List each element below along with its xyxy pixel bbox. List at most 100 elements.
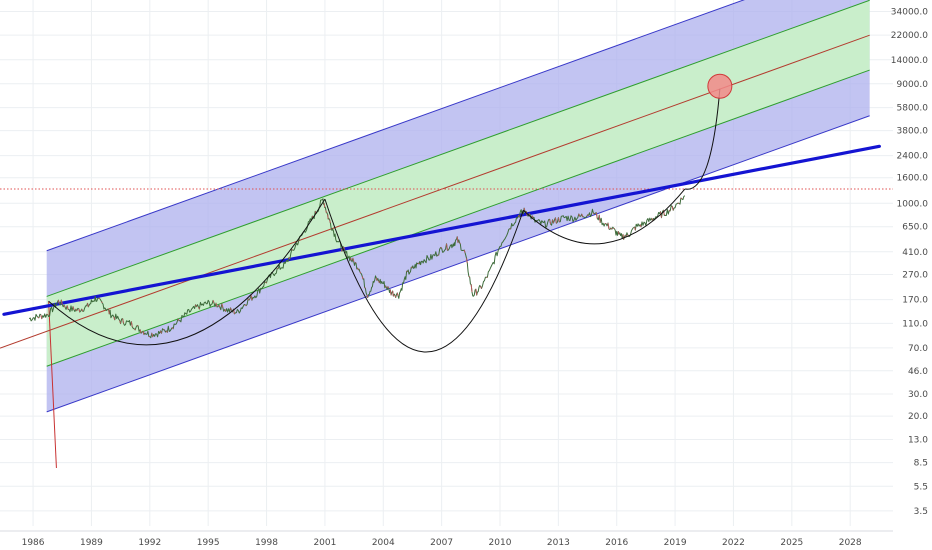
price-down-segment: [613, 227, 615, 230]
price-down-segment: [394, 295, 397, 298]
price-down-segment: [165, 330, 168, 333]
x-tick-label: 1995: [197, 538, 220, 548]
x-tick-label: 2028: [839, 538, 862, 548]
x-tick-label: 1992: [138, 538, 161, 548]
price-down-segment: [122, 318, 125, 324]
y-tick-label: 22000.0: [891, 31, 928, 41]
x-tick-label: 2025: [780, 538, 803, 548]
price-down-segment: [75, 308, 78, 311]
cup-arc: [684, 88, 721, 190]
price-down-segment: [669, 209, 671, 212]
price-down-segment: [323, 203, 326, 208]
price-series: [28, 195, 686, 339]
price-down-segment: [108, 309, 110, 315]
y-tick-label: 410.0: [902, 248, 928, 258]
price-down-segment: [634, 226, 636, 231]
x-tick-label: 2004: [372, 538, 395, 548]
price-line: [28, 195, 686, 339]
price-down-segment: [581, 213, 584, 217]
price-down-segment: [480, 286, 482, 289]
price-down-segment: [98, 297, 101, 300]
price-down-segment: [72, 306, 75, 310]
price-down-segment: [578, 213, 581, 217]
price-down-segment: [607, 222, 610, 230]
y-tick-label: 5.5: [914, 482, 928, 492]
price-down-segment: [531, 215, 534, 218]
price-down-segment: [366, 294, 369, 298]
y-tick-label: 3.5: [914, 507, 928, 517]
price-down-segment: [133, 328, 136, 331]
x-tick-label: 1986: [22, 538, 45, 548]
x-tick-label: 2013: [547, 538, 570, 548]
price-down-segment: [554, 217, 557, 224]
price-down-segment: [177, 318, 180, 321]
price-down-segment: [587, 214, 589, 216]
price-down-segment: [130, 321, 133, 328]
annotations: [707, 73, 733, 99]
trend-lines: [0, 144, 893, 469]
y-tick-label: 46.0: [908, 367, 928, 377]
y-tick-label: 170.0: [902, 296, 928, 306]
x-tick-label: 2022: [722, 538, 745, 548]
price-down-segment: [212, 300, 215, 304]
y-tick-label: 8.5: [914, 459, 928, 469]
price-down-segment: [456, 236, 459, 243]
channel-upper-edge: [46, 0, 745, 252]
price-down-segment: [410, 266, 413, 269]
price-down-segment: [325, 210, 327, 213]
price-down-segment: [63, 304, 66, 308]
price-down-segment: [639, 224, 642, 228]
price-down-segment: [468, 276, 470, 278]
price-down-segment: [60, 299, 63, 305]
y-tick-label: 1600.0: [897, 174, 929, 184]
y-tick-label: 13.0: [908, 435, 928, 445]
price-down-segment: [593, 212, 595, 215]
price-down-segment: [250, 295, 253, 301]
price-down-segment: [352, 257, 355, 262]
price-down-segment: [463, 249, 466, 253]
price-down-segment: [171, 327, 174, 330]
x-tick-label: 1989: [80, 538, 103, 548]
price-down-segment: [101, 301, 103, 304]
price-down-segment: [66, 305, 69, 310]
price-down-segment: [343, 246, 345, 250]
price-down-segment: [549, 219, 552, 225]
price-down-segment: [671, 206, 674, 211]
price-down-segment: [378, 280, 380, 283]
price-down-segment: [610, 227, 613, 230]
price-down-segment: [523, 207, 526, 211]
y-tick-label: 1000.0: [897, 199, 929, 209]
price-down-segment: [142, 330, 145, 335]
x-tick-label: 2016: [605, 538, 628, 548]
price-down-segment: [392, 290, 394, 297]
price-down-segment: [197, 306, 200, 310]
price-down-segment: [595, 212, 598, 219]
y-tick-label: 3800.0: [897, 127, 929, 137]
price-down-segment: [244, 304, 247, 307]
cup-arcs: [48, 88, 721, 353]
price-down-segment: [160, 330, 162, 334]
y-tick-label: 650.0: [902, 223, 928, 233]
price-down-segment: [247, 298, 250, 301]
y-tick-label: 9000.0: [897, 80, 929, 90]
y-tick-label: 14000.0: [891, 56, 928, 66]
price-down-segment: [288, 257, 291, 260]
price-down-segment: [230, 307, 232, 311]
price-down-segment: [40, 314, 43, 319]
x-tick-label: 2010: [489, 538, 512, 548]
price-down-segment: [518, 215, 520, 218]
price-down-segment: [375, 277, 378, 281]
x-axis: 1986 1989 1992 1995 1998 2001 2004 2007 2010 2013…: [0, 530, 893, 548]
price-down-segment: [470, 284, 473, 293]
price-down-segment: [364, 287, 366, 289]
price-down-segment: [680, 197, 683, 200]
price-down-segment: [113, 316, 116, 320]
price-down-segment: [329, 219, 331, 224]
price-down-segment: [459, 242, 461, 245]
price-down-segment: [119, 320, 122, 324]
target-circle: [707, 73, 733, 99]
price-down-segment: [385, 285, 387, 288]
regression-channel: [0, 0, 870, 413]
price-down-segment: [151, 333, 154, 337]
